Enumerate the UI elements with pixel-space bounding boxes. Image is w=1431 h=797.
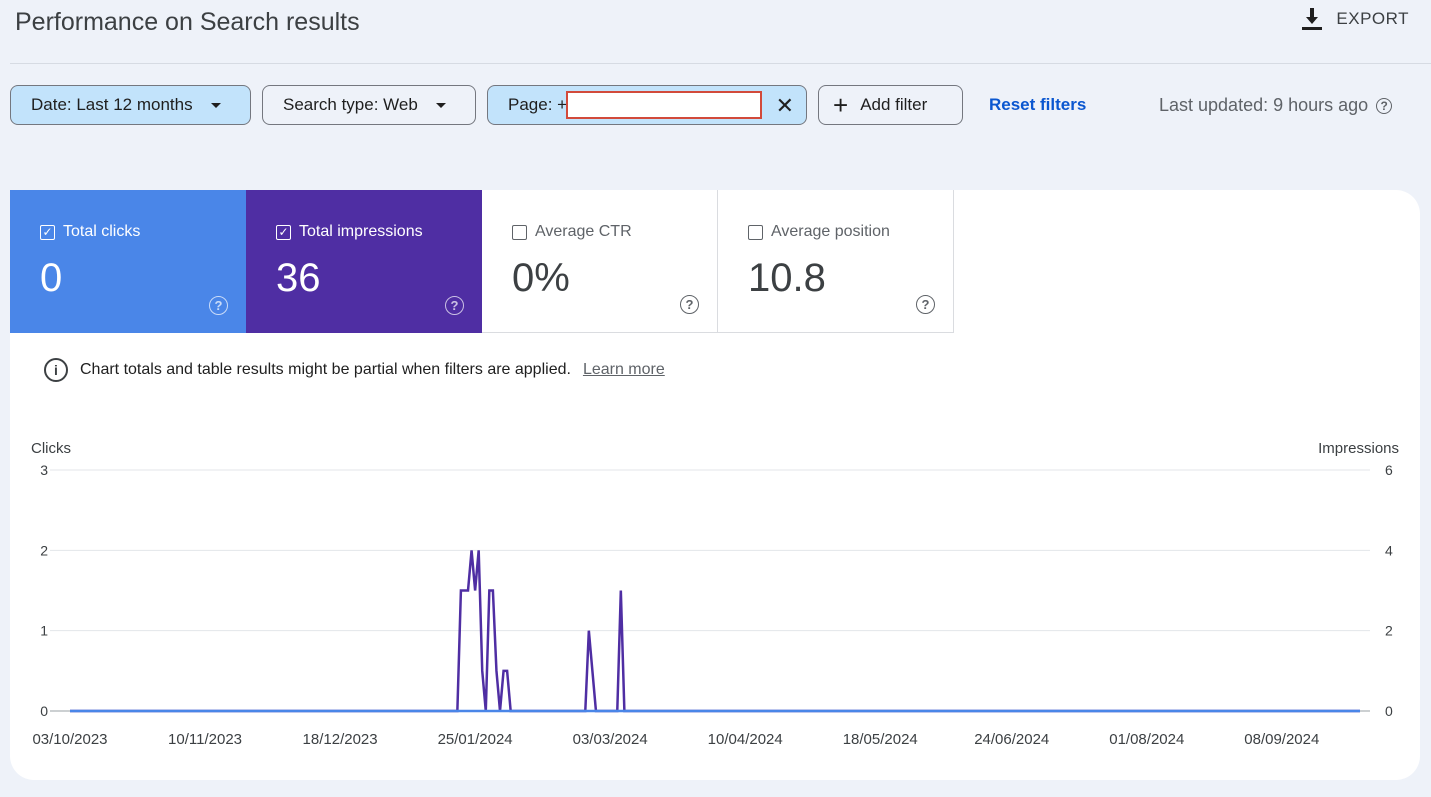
chevron-down-icon [210,102,221,108]
y-tick-left: 3 [40,462,48,478]
y-axis-left-label: Clicks [31,440,71,457]
metric-value: 10.8 [748,256,826,300]
y-tick-left: 1 [40,623,48,639]
search-type-label: Search type: Web [283,95,418,114]
metric-label: ✓ Total impressions [276,223,423,241]
checkbox-icon[interactable] [512,224,527,240]
help-icon[interactable]: ? [1376,97,1393,114]
partial-results-notice: i Chart totals and table results might b… [44,358,665,382]
metric-value: 36 [276,256,321,300]
x-tick-label: 10/04/2024 [708,731,783,748]
date-filter-chip[interactable]: Date: Last 12 months [10,85,251,125]
header-divider [10,63,1431,64]
x-tick-label: 24/06/2024 [974,731,1049,748]
add-filter-button[interactable]: + Add filter [818,85,963,125]
date-filter-label: Date: Last 12 months [31,95,193,114]
y-tick-left: 2 [40,542,48,558]
metric-label: Average position [748,223,890,241]
page-filter-chip[interactable]: Page: + ✕ [487,85,807,125]
metric-label: ✓ Total clicks [40,223,140,241]
checkbox-icon[interactable]: ✓ [276,224,291,240]
metric-label: Average CTR [512,223,632,241]
reset-filters-link[interactable]: Reset filters [989,95,1087,114]
checkbox-icon[interactable] [748,224,763,240]
add-filter-label: Add filter [860,95,928,114]
x-tick-label: 03/03/2024 [573,731,648,748]
redacted-page-value [566,91,762,119]
y-tick-right: 2 [1385,623,1393,639]
last-updated-text: Last updated: 9 hours ago [1159,95,1369,115]
metric-label-text: Average CTR [535,223,632,240]
help-icon[interactable]: ? [680,295,699,314]
notice-text: Chart totals and table results might be … [80,361,571,378]
metric-label-text: Total clicks [63,223,141,240]
y-tick-right: 6 [1385,462,1393,478]
help-icon[interactable]: ? [445,296,464,315]
y-tick-left: 0 [40,703,48,719]
x-tick-label: 03/10/2023 [32,731,107,748]
metric-value: 0 [40,256,63,300]
chevron-down-icon [435,102,446,108]
info-icon: i [44,358,68,382]
learn-more-link[interactable]: Learn more [582,361,665,378]
metric-label-text: Average position [771,223,890,240]
x-tick-label: 18/12/2023 [303,731,378,748]
metric-label-text: Total impressions [299,223,423,240]
metric-total-impressions[interactable]: ✓ Total impressions 36 ? [246,190,482,333]
page-title: Performance on Search results [15,8,360,36]
search-type-chip[interactable]: Search type: Web [262,85,476,125]
y-tick-right: 0 [1385,703,1393,719]
plus-icon: + [833,90,849,120]
performance-chart: Clicks Impressions 0 0 1 2 2 4 3 6 03/10/2023 10/11… [31,440,1399,748]
performance-card: ✓ Total clicks 0 ? ✓ Total impressions 36 … [10,190,1420,780]
metric-value: 0% [512,256,570,300]
x-tick-label: 10/11/2023 [168,731,242,748]
x-tick-label: 18/05/2024 [843,731,918,748]
last-updated: Last updated: 9 hours ago ? [1159,95,1393,116]
x-tick-label: 08/09/2024 [1244,731,1319,748]
help-icon[interactable]: ? [916,295,935,314]
metric-average-ctr[interactable]: Average CTR 0% ? [482,190,718,333]
x-tick-label: 01/08/2024 [1109,731,1184,748]
help-icon[interactable]: ? [209,296,228,315]
download-icon [1302,8,1323,30]
export-label: EXPORT [1336,9,1409,28]
metric-total-clicks[interactable]: ✓ Total clicks 0 ? [10,190,246,333]
x-tick-label: 25/01/2024 [438,731,513,748]
close-icon[interactable]: ✕ [775,93,794,118]
page-filter-label: Page: + [508,95,568,114]
y-axis-right-label: Impressions [1318,440,1399,457]
y-tick-right: 4 [1385,542,1393,558]
checkbox-icon[interactable]: ✓ [40,224,55,240]
metric-average-position[interactable]: Average position 10.8 ? [718,190,954,333]
export-button[interactable]: EXPORT [1302,8,1409,30]
